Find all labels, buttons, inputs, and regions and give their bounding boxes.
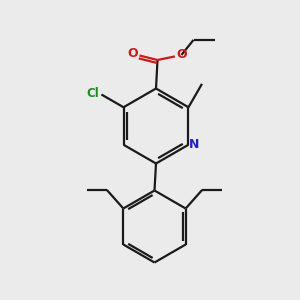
Text: Cl: Cl [87, 87, 99, 101]
Text: N: N [189, 138, 200, 151]
Text: O: O [176, 48, 187, 62]
Text: O: O [128, 47, 138, 61]
